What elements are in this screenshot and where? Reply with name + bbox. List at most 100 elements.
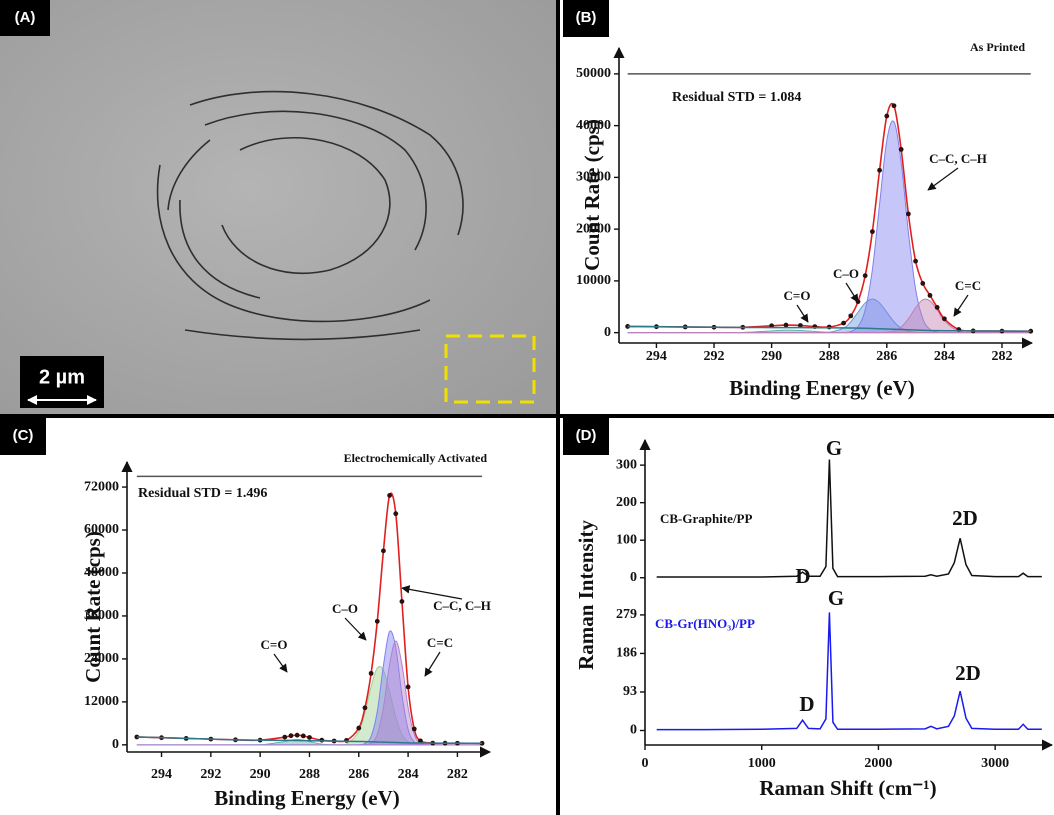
series-line [627, 325, 1031, 332]
data-point [848, 313, 854, 319]
series-line [136, 736, 483, 745]
annotation: Electrochemically Activated [344, 451, 488, 465]
y-tick-label: 12000 [84, 694, 119, 709]
data-point [288, 733, 294, 739]
data-point [356, 725, 362, 731]
y-tick-label: 72000 [84, 479, 119, 494]
panel-tab [0, 0, 50, 36]
series-line [656, 459, 1042, 578]
y-tick-label: 50000 [576, 66, 611, 81]
data-point [393, 511, 399, 517]
panel-label: (B) [576, 9, 597, 26]
y-tick-label: 279 [616, 607, 637, 622]
data-point [411, 726, 417, 732]
data-point [920, 280, 926, 286]
x-tick-label: 292 [704, 349, 725, 364]
component-label: C–C, C–H [929, 151, 987, 166]
component-label: C=O [261, 637, 288, 652]
y-tick-label: 24000 [84, 651, 119, 666]
data-point [891, 103, 897, 109]
y-tick-label: 30000 [576, 170, 611, 185]
data-point [381, 548, 386, 554]
x-tick-label: 294 [646, 349, 667, 364]
x-axis-label: Raman Shift (cm⁻¹) [759, 776, 936, 800]
y-tick-label: 0 [630, 570, 637, 585]
panel-label: (D) [576, 427, 597, 444]
x-tick-label: 1000 [748, 756, 776, 771]
data-point [905, 211, 911, 217]
annotation: CB-Gr(HNO₃)/PP [655, 616, 755, 631]
sem-image [0, 0, 556, 414]
panel-label: (C) [13, 427, 34, 444]
y-tick-label: 0 [112, 737, 119, 752]
x-tick-label: 288 [299, 767, 320, 782]
component-label: C–O [332, 601, 358, 616]
data-point [399, 599, 405, 604]
annotation: D [795, 564, 810, 588]
highlight-box [444, 334, 536, 404]
x-tick-label: 290 [761, 349, 782, 364]
x-tick-label: 282 [447, 767, 468, 782]
y-tick-label: 40000 [576, 118, 611, 133]
data-point [783, 322, 789, 328]
data-point [869, 229, 875, 235]
annotation-arrow [953, 294, 969, 317]
component-area [136, 640, 483, 746]
x-tick-label: 0 [642, 756, 649, 771]
data-point [282, 734, 288, 740]
series-line [656, 612, 1042, 731]
y-tick-label: 10000 [576, 273, 611, 288]
annotation: G [828, 586, 844, 610]
annotation-arrow [424, 651, 441, 677]
annotation-arrow [927, 167, 959, 191]
panel-b [560, 0, 1054, 414]
data-point [927, 292, 933, 298]
x-tick-label: 282 [991, 349, 1012, 364]
panel-d [560, 418, 1054, 815]
y-axis-label: Count Rate (cps) [580, 119, 604, 271]
y-axis-label: Raman Intensity [574, 520, 598, 670]
data-point [405, 684, 411, 690]
x-tick-label: 286 [876, 349, 897, 364]
annotation: As Printed [970, 40, 1025, 54]
annotation-arrow [796, 304, 809, 323]
data-point [307, 735, 312, 740]
y-tick-label: 100 [616, 532, 637, 547]
component-area [627, 298, 1031, 334]
y-tick-label: 0 [630, 723, 637, 738]
annotation: Residual STD = 1.084 [672, 90, 801, 105]
x-axis-label: Binding Energy (eV) [214, 786, 400, 810]
component-label: C–O [833, 266, 859, 281]
data-point [941, 316, 947, 322]
data-point [344, 737, 349, 743]
annotation-arrow [845, 282, 859, 303]
data-point [387, 493, 393, 498]
y-tick-label: 36000 [84, 608, 119, 623]
data-point [300, 733, 306, 739]
data-point [368, 670, 374, 676]
data-point [898, 147, 904, 152]
annotation: D [799, 692, 814, 716]
panel-tab [0, 418, 46, 455]
data-point [913, 258, 918, 264]
y-tick-label: 300 [616, 457, 637, 472]
annotation: G [826, 436, 842, 460]
annotation: Residual STD = 1.496 [138, 486, 267, 501]
component-label: C=O [784, 288, 811, 303]
x-tick-label: 288 [819, 349, 840, 364]
panel-tab [563, 0, 609, 37]
data-point [374, 618, 380, 624]
x-tick-label: 3000 [981, 756, 1009, 771]
y-tick-label: 200 [616, 495, 637, 510]
component-label: C–C, C–H [433, 598, 491, 613]
y-tick-label: 60000 [84, 522, 119, 537]
scale-bar-label: 2 µm [39, 366, 85, 388]
data-point [418, 738, 423, 744]
sem-cracks [156, 90, 464, 341]
y-axis-label: Count Rate (cps) [81, 531, 105, 683]
component-label: C=C [427, 635, 453, 650]
panel-label: (A) [15, 9, 36, 26]
component-label: C=C [955, 278, 981, 293]
panel-c [0, 418, 556, 815]
